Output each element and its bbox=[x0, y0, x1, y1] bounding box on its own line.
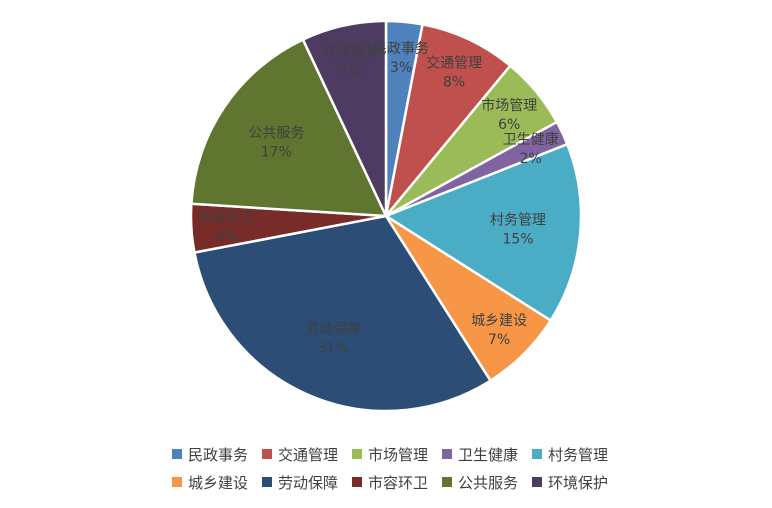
pie-data-labels: 民政事务 3% 交通管理 8% 市场管理 6%卫生健康 2% 村务管理 15% 城乡建设 7% 劳动保… bbox=[198, 41, 558, 357]
slice-category-label: 市容环卫 bbox=[198, 209, 254, 226]
legend-swatch bbox=[532, 477, 543, 487]
slice-percent-label: 6% bbox=[498, 117, 520, 133]
legend-label: 市场管理 bbox=[367, 445, 428, 464]
legend-item: 公共服务 bbox=[442, 472, 518, 493]
slice-category-label: 市场管理 bbox=[481, 97, 537, 114]
slice-percent-label: 17% bbox=[261, 144, 292, 160]
legend-label: 民政事务 bbox=[187, 445, 248, 464]
legend-item: 城乡建设 bbox=[171, 472, 248, 493]
slice-percent-label: 4% bbox=[215, 229, 237, 245]
slice-percent-label: 31% bbox=[318, 341, 349, 357]
legend-item: 交通管理 bbox=[261, 444, 338, 465]
legend-label: 劳动保障 bbox=[277, 473, 338, 492]
pie-slice bbox=[190, 37, 389, 218]
legend-row: 民政事务 交通管理 市场管理 卫生健康 村务管理 bbox=[150, 440, 630, 468]
legend-item: 市场管理 bbox=[351, 444, 428, 465]
slice-category-label: 环境保护 bbox=[323, 44, 379, 60]
pie-slices bbox=[189, 19, 583, 413]
slice-percent-label: 15% bbox=[502, 231, 533, 247]
legend-item: 市容环卫 bbox=[351, 472, 428, 493]
legend-swatch bbox=[261, 449, 272, 459]
legend-item: 村务管理 bbox=[532, 444, 608, 465]
legend-row: 城乡建设 劳动保障 市容环卫 公共服务 环境保护 bbox=[150, 468, 630, 496]
legend: 民政事务 交通管理 市场管理 卫生健康 村务管理 城乡建设 劳动保障 市容环卫 公共服务 环境保… bbox=[150, 440, 630, 496]
legend-swatch bbox=[351, 449, 362, 459]
slice-category-label: 劳动保障 bbox=[305, 322, 361, 338]
slice-category-label: 村务管理 bbox=[490, 212, 546, 228]
slice-category-label: 交通管理 bbox=[426, 54, 482, 71]
legend-swatch bbox=[532, 449, 543, 459]
pie-slice bbox=[192, 214, 493, 413]
slice-percent-label: 2% bbox=[520, 151, 542, 167]
legend-label: 公共服务 bbox=[458, 473, 519, 492]
legend-swatch bbox=[171, 449, 182, 459]
legend-label: 城乡建设 bbox=[187, 473, 248, 492]
slice-percent-label: 8% bbox=[443, 74, 465, 90]
legend-item: 环境保护 bbox=[532, 472, 608, 493]
legend-label: 环境保护 bbox=[548, 473, 609, 492]
legend-item: 劳动保障 bbox=[261, 472, 338, 493]
pie-slice bbox=[383, 142, 583, 323]
legend-item: 卫生健康 bbox=[442, 444, 518, 465]
slice-percent-label: 3% bbox=[390, 60, 412, 76]
pie-slice bbox=[384, 22, 513, 217]
legend-item: 民政事务 bbox=[171, 444, 248, 465]
slice-category-label: 公共服务 bbox=[248, 125, 304, 141]
legend-label: 卫生健康 bbox=[458, 445, 519, 464]
slice-category-label: 民政事务 bbox=[373, 41, 429, 57]
legend-label: 交通管理 bbox=[277, 445, 338, 464]
slice-category-label: 城乡建设 bbox=[471, 313, 527, 329]
slice-category-label: 卫生健康 bbox=[503, 131, 559, 148]
legend-swatch bbox=[351, 477, 362, 487]
legend-swatch bbox=[442, 477, 452, 487]
pie-slice bbox=[301, 19, 388, 217]
legend-label: 村务管理 bbox=[548, 445, 609, 464]
legend-swatch bbox=[171, 477, 182, 487]
slice-percent-label: 7% bbox=[340, 63, 362, 79]
legend-swatch bbox=[261, 477, 272, 487]
legend-swatch bbox=[442, 449, 452, 459]
legend-label: 市容环卫 bbox=[367, 473, 428, 492]
slice-percent-label: 7% bbox=[488, 332, 510, 348]
